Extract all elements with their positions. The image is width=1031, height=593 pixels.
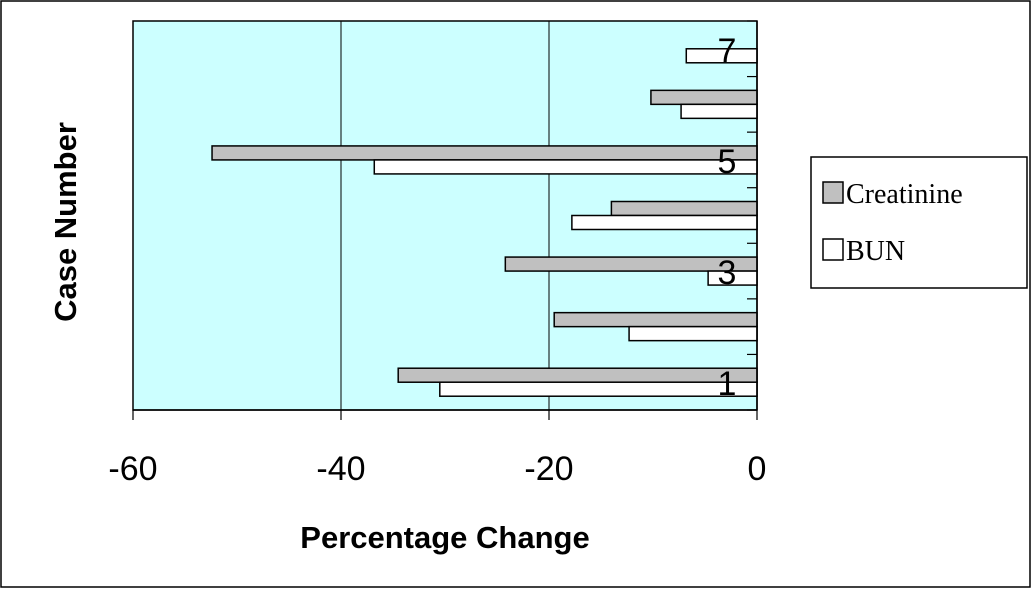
x-axis-title: Percentage Change	[300, 520, 589, 555]
x-tick-label: 0	[748, 450, 767, 488]
bar-creatinine-case-6	[650, 89, 758, 106]
legend-box	[810, 156, 1028, 289]
category-tick-labels: 1 3 5 7	[718, 32, 737, 403]
axes	[132, 20, 758, 420]
bars	[211, 48, 758, 397]
bar-creatinine-case-5	[211, 145, 758, 161]
gridlines	[340, 21, 550, 410]
bar-bun-case-6	[680, 103, 758, 120]
legend-label-creatinine: Creatinine	[846, 179, 963, 210]
case-tick-label-3: 3	[718, 254, 737, 292]
legend-label-bun: BUN	[846, 236, 905, 267]
case-tick-label-1: 1	[718, 365, 737, 403]
bar-creatinine-case-1	[397, 367, 758, 383]
bar-bun-case-1	[439, 381, 758, 397]
bar-bun-case-4	[571, 214, 758, 231]
legend-swatch-creatinine	[822, 181, 844, 204]
bar-bun-case-5	[373, 159, 758, 175]
bar-creatinine-case-4	[610, 200, 758, 217]
bar-bun-case-2	[628, 325, 758, 342]
x-tick-label: -40	[316, 450, 365, 488]
x-tick-label: -60	[108, 450, 157, 488]
case-tick-label-7: 7	[718, 32, 737, 70]
y-axis-title: Case Number	[48, 122, 83, 322]
case-tick-label-5: 5	[718, 143, 737, 181]
x-tick-label: -20	[524, 450, 573, 488]
legend-swatch-bun	[822, 238, 844, 261]
x-tick-labels: -60 -40 -20 0	[108, 450, 766, 488]
bar-creatinine-case-2	[553, 311, 758, 328]
legend: Creatinine BUN	[810, 156, 1028, 289]
